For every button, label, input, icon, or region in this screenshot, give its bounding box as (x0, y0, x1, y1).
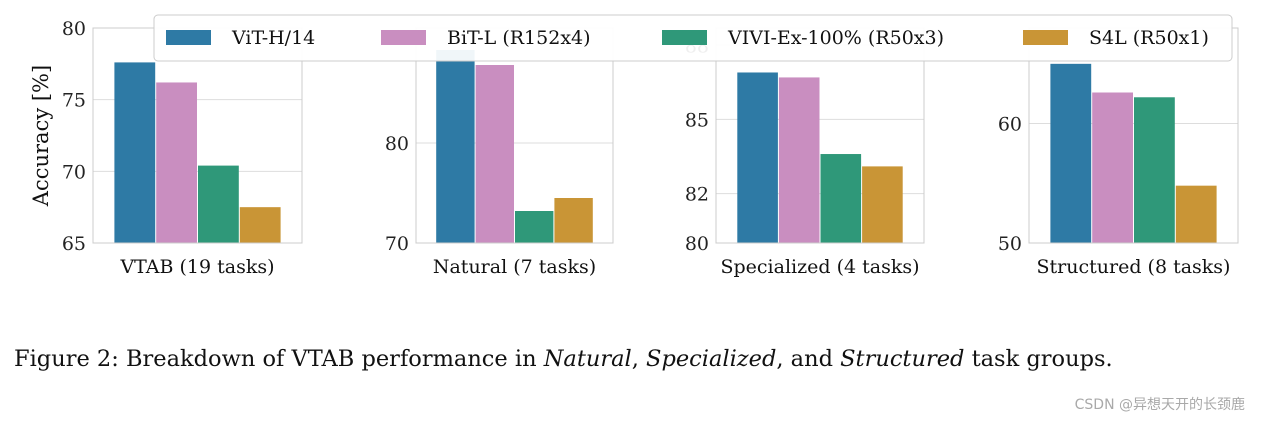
natural-bar-1 (436, 50, 475, 243)
specialized-bar-1 (737, 72, 778, 243)
legend-label-1: ViT-H/14 (231, 27, 315, 49)
natural-bar-4 (554, 198, 593, 243)
watermark: CSDN @异想天开的长颈鹿 (1074, 397, 1245, 413)
structured-ytick-label: 60 (998, 114, 1022, 136)
structured-bar-4 (1175, 185, 1217, 243)
caption-sep1: , (631, 346, 647, 372)
structured-bar-2 (1092, 92, 1133, 243)
figure-canvas: 65 70 75 80 VTAB (19 tasks) Accuracy [%] 70 80 N… (29, 14, 1239, 278)
legend-label-3: VIVI-Ex-100% (R50x3) (727, 27, 944, 49)
natural-xlabel: Natural (7 tasks) (433, 256, 596, 278)
structured-bar-1 (1050, 63, 1092, 244)
legend-swatch-2 (381, 30, 426, 45)
vtab-ytick-label: 70 (62, 161, 86, 183)
specialized-ytick-label: 82 (685, 184, 709, 206)
legend-swatch-3 (662, 30, 707, 45)
caption-suffix: task groups. (964, 346, 1113, 372)
structured-ytick-label: 50 (998, 233, 1022, 255)
legend-label-2: BiT-L (R152x4) (447, 27, 591, 49)
specialized-ytick-label: 80 (685, 233, 709, 255)
specialized-bar-4 (862, 166, 903, 243)
vtab-bar-3 (198, 165, 239, 243)
y-axis-label: Accuracy [%] (29, 65, 53, 207)
natural-ytick-label: 80 (385, 133, 409, 155)
specialized-xlabel: Specialized (4 tasks) (720, 256, 919, 278)
natural-bar-3 (515, 211, 554, 243)
legend-swatch-1 (166, 30, 211, 45)
figure-caption: Figure 2: Breakdown of VTAB performance … (14, 346, 1113, 372)
vtab-xlabel: VTAB (19 tasks) (119, 256, 274, 278)
vtab-ytick-label: 75 (62, 90, 86, 112)
vtab-ytick-label: 80 (62, 18, 86, 40)
legend-label-4: S4L (R50x1) (1089, 27, 1209, 49)
caption-specialized: Specialized (646, 346, 777, 372)
vtab-ytick-label: 65 (62, 233, 86, 255)
natural-ytick-label: 70 (385, 233, 409, 255)
vtab-bar-4 (239, 207, 281, 243)
specialized-bar-2 (778, 77, 820, 243)
specialized-ytick-label: 85 (685, 109, 709, 131)
legend-swatch-4 (1023, 30, 1068, 45)
caption-natural: Natural (543, 346, 632, 372)
caption-sep2: , and (776, 346, 841, 372)
structured-xlabel: Structured (8 tasks) (1037, 256, 1231, 278)
natural-bar-2 (475, 65, 514, 243)
vtab-bar-2 (156, 82, 197, 243)
specialized-bar-3 (820, 154, 862, 243)
caption-prefix: Figure 2: Breakdown of VTAB performance … (14, 346, 544, 372)
caption-structured: Structured (840, 346, 965, 372)
vtab-bar-1 (114, 62, 156, 244)
structured-bar-3 (1134, 97, 1175, 244)
